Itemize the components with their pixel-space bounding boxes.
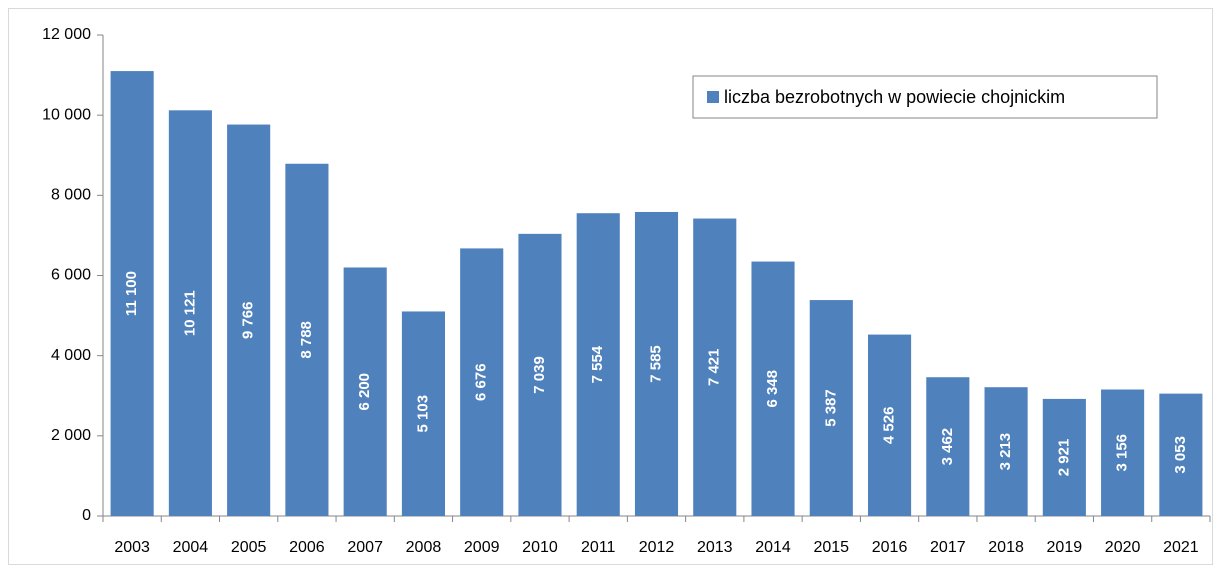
x-tick-label: 2020 xyxy=(1105,539,1141,556)
value-label: 3 053 xyxy=(1172,436,1189,474)
value-label: 7 554 xyxy=(589,345,606,383)
value-label: 2 921 xyxy=(1055,439,1072,477)
x-tick-label: 2003 xyxy=(114,539,150,556)
bar xyxy=(343,267,387,516)
x-tick-label: 2012 xyxy=(639,539,675,556)
value-label: 8 788 xyxy=(298,321,315,359)
bar xyxy=(460,248,504,516)
bar xyxy=(1159,393,1203,516)
x-tick-label: 2014 xyxy=(755,539,791,556)
x-tick-label: 2007 xyxy=(347,539,383,556)
legend-box xyxy=(692,75,1158,119)
x-tick-label: 2017 xyxy=(930,539,966,556)
bar xyxy=(926,377,970,516)
bar xyxy=(285,163,329,516)
bar xyxy=(634,211,679,517)
bar xyxy=(401,311,446,516)
bar xyxy=(751,261,795,516)
x-tick-label: 2019 xyxy=(1047,539,1083,556)
value-label: 3 213 xyxy=(997,433,1014,471)
bar xyxy=(168,110,212,516)
value-label: 6 348 xyxy=(764,370,781,408)
bar xyxy=(867,334,912,516)
bar xyxy=(576,213,620,516)
value-label: 6 676 xyxy=(473,363,490,401)
value-label: 6 200 xyxy=(356,373,373,411)
x-tick-label: 2018 xyxy=(988,539,1024,556)
value-label: 11 100 xyxy=(123,271,140,316)
y-tick-label: 6 000 xyxy=(51,267,91,284)
x-tick-label: 2010 xyxy=(522,539,558,556)
value-label: 7 039 xyxy=(531,356,548,394)
x-tick-label: 2013 xyxy=(697,539,733,556)
legend-swatch xyxy=(707,91,719,103)
y-tick-label: 12 000 xyxy=(42,26,91,43)
y-tick-label: 4 000 xyxy=(51,347,91,364)
x-tick-label: 2005 xyxy=(231,539,267,556)
x-tick-label: 2016 xyxy=(872,539,908,556)
y-tick-label: 2 000 xyxy=(51,427,91,444)
bar xyxy=(693,218,737,517)
y-tick-label: 0 xyxy=(82,507,91,524)
value-label: 4 526 xyxy=(881,407,898,445)
value-label: 5 387 xyxy=(822,389,839,427)
value-label: 7 585 xyxy=(647,345,664,383)
x-tick-label: 2011 xyxy=(581,539,616,556)
value-label: 3 462 xyxy=(939,428,956,466)
x-tick-label: 2004 xyxy=(173,539,209,556)
bar xyxy=(227,124,271,516)
bar xyxy=(518,233,562,516)
x-tick-label: 2015 xyxy=(813,539,849,556)
bar xyxy=(984,387,1028,516)
y-tick-label: 10 000 xyxy=(42,106,91,123)
bar xyxy=(1101,389,1145,516)
x-tick-label: 2008 xyxy=(406,539,442,556)
x-tick-label: 2021 xyxy=(1163,539,1199,556)
x-tick-label: 2009 xyxy=(464,539,500,556)
x-tick-label: 2006 xyxy=(289,539,325,556)
chart-border xyxy=(8,8,1213,565)
bar xyxy=(110,71,154,516)
value-label: 7 421 xyxy=(706,348,723,386)
legend-label: liczba bezrobotnych w powiecie chojnicki… xyxy=(724,87,1065,107)
value-label: 10 121 xyxy=(181,290,198,336)
bar xyxy=(809,300,853,516)
y-tick-label: 8 000 xyxy=(51,187,91,204)
bar xyxy=(1042,398,1086,516)
value-label: 9 766 xyxy=(240,301,257,339)
value-label: 5 103 xyxy=(414,395,431,433)
value-label: 3 156 xyxy=(1114,434,1131,472)
